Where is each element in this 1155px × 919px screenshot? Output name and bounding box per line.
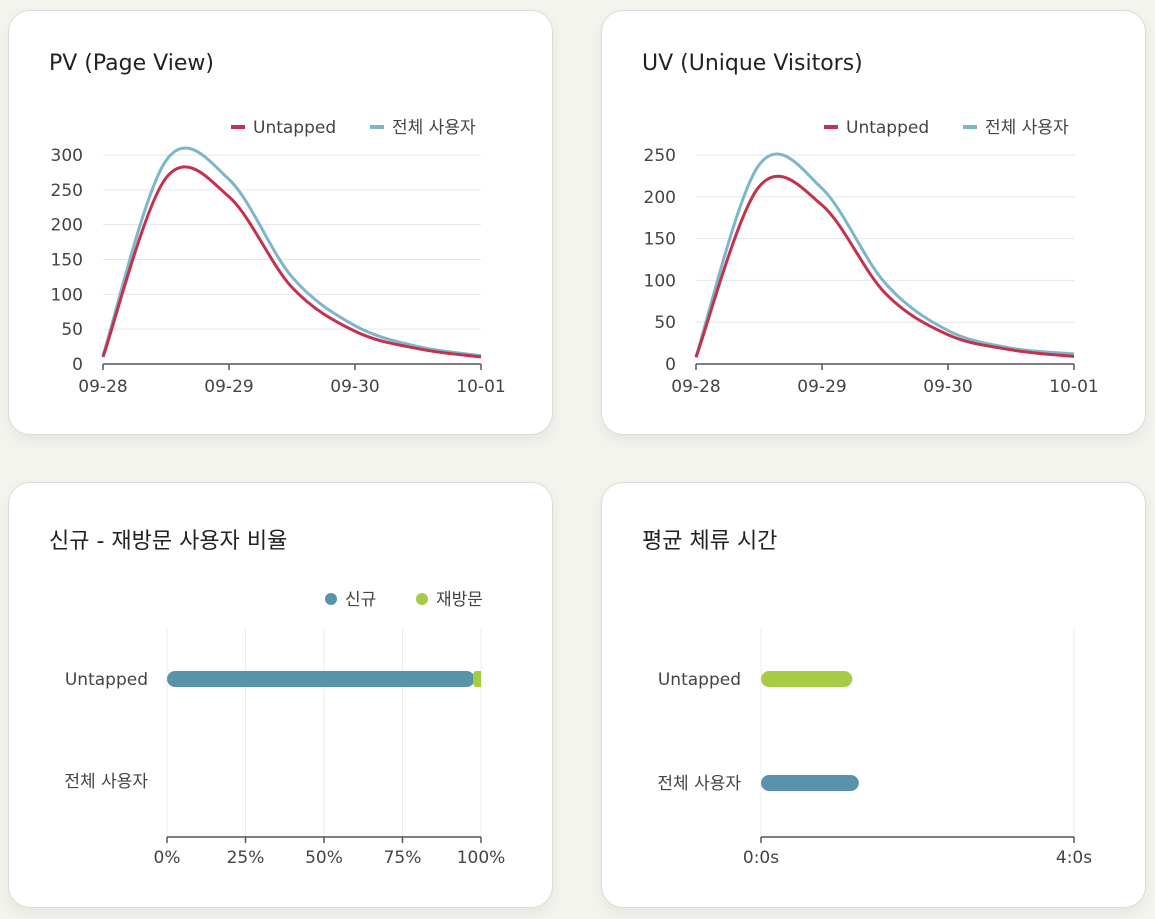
y-tick-label: 250 [644,146,676,166]
y-tick-label: 150 [644,230,676,250]
legend-label: 재방문 [436,590,483,610]
y-tick-label: 50 [61,320,83,340]
bar-end-cap [473,671,481,687]
x-tick-label: 09-30 [330,377,379,397]
series-line-all-users [101,146,482,358]
x-tick-label: 09-28 [671,377,720,397]
legend-label: 전체 사용자 [985,118,1069,138]
x-tick-label: 09-28 [78,377,127,397]
bar [761,671,853,687]
category-label: Untapped [65,670,148,690]
uv-line-chart: 0 50 100 150 200 250 09-28 09-29 09-30 10-01 Untap… [644,118,1099,397]
x-tick-label: 09-29 [797,377,846,397]
x-tick-label: 100% [457,848,506,868]
legend-label: 신규 [345,590,376,610]
y-tick-label: 200 [51,216,83,236]
x-tick-label: 09-29 [204,377,253,397]
category-label: 전체 사용자 [657,774,741,794]
avg-stay-time-card: 평균 체류 시간 0:0s 4:0s Untapped 전체 사용자 [601,482,1146,908]
x-tick-label: 4:0s [1056,848,1092,868]
ratio-chart-title: 신규 - 재방문 사용자 비율 [49,529,288,554]
stay-time-bar-chart: 0:0s 4:0s Untapped 전체 사용자 [657,628,1092,868]
legend-label: Untapped [846,118,929,138]
series-line-untapped [101,165,482,359]
y-tick-label: 100 [644,271,676,291]
y-tick-label: 250 [51,181,83,201]
ratio-bar-chart: 0% 25% 50% 75% 100% Untapped 전체 사용자 신규 재방문 [64,590,506,868]
x-tick-label: 75% [384,848,422,868]
category-label: Untapped [658,670,741,690]
pv-chart-card: PV (Page View) 0 50 100 150 200 250 300 09-28 09… [8,10,553,435]
bar-segment [167,671,475,687]
pv-line-chart: 0 50 100 150 200 250 300 09-28 09-29 09-30 10-01 Un… [51,118,506,397]
y-tick-label: 0 [72,355,83,375]
series-line-all-users [694,152,1075,357]
uv-chart-title: UV (Unique Visitors) [642,51,863,76]
bar [761,775,859,791]
legend-swatch [416,593,428,605]
uv-chart-card: UV (Unique Visitors) 0 50 100 150 200 250 09-2… [601,10,1146,435]
x-tick-label: 50% [305,848,343,868]
y-tick-label: 0 [665,355,676,375]
x-tick-label: 0:0s [743,848,779,868]
y-tick-label: 300 [51,146,83,166]
y-tick-label: 100 [51,285,83,305]
category-label: 전체 사용자 [64,772,148,792]
x-tick-label: 0% [154,848,181,868]
x-tick-label: 25% [227,848,265,868]
y-tick-label: 150 [51,251,83,271]
legend-label: 전체 사용자 [392,118,476,138]
legend-swatch [325,593,337,605]
pv-chart-title: PV (Page View) [49,51,214,76]
stay-time-chart-title: 평균 체류 시간 [642,529,778,554]
y-tick-label: 200 [644,188,676,208]
legend-label: Untapped [253,118,336,138]
new-returning-ratio-card: 신규 - 재방문 사용자 비율 0% 25% 50% 75% 100% Untapped 전… [8,482,553,908]
x-tick-label: 10-01 [1049,377,1098,397]
series-line-untapped [694,174,1075,358]
y-tick-label: 50 [654,313,676,333]
x-tick-label: 10-01 [456,377,505,397]
x-tick-label: 09-30 [923,377,972,397]
